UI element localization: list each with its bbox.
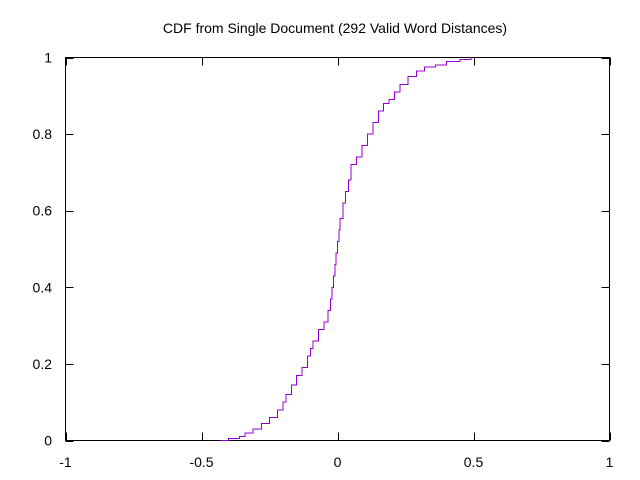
y-tick-label-2: 0.4 xyxy=(33,279,53,295)
x-tick-label-0: -1 xyxy=(59,454,72,470)
x-tick-label-3: 0.5 xyxy=(464,454,484,470)
cdf-series-line xyxy=(220,57,472,441)
chart-title: CDF from Single Document (292 Valid Word… xyxy=(163,20,507,36)
axis-tick-labels: -1 -0.5 0 0.5 1 0 0.2 0.4 0.6 0.8 1 xyxy=(33,50,614,471)
y-tick-label-0: 0 xyxy=(44,433,52,449)
y-tick-label-4: 0.8 xyxy=(33,126,53,142)
y-tick-label-1: 0.2 xyxy=(33,356,53,372)
plot-frame xyxy=(65,57,610,441)
x-tick-label-1: -0.5 xyxy=(189,454,213,470)
y-tick-label-5: 1 xyxy=(44,50,52,66)
x-tick-label-2: 0 xyxy=(334,454,342,470)
x-tick-label-4: 1 xyxy=(606,454,614,470)
y-tick-label-3: 0.6 xyxy=(33,203,53,219)
axis-ticks xyxy=(65,57,611,442)
